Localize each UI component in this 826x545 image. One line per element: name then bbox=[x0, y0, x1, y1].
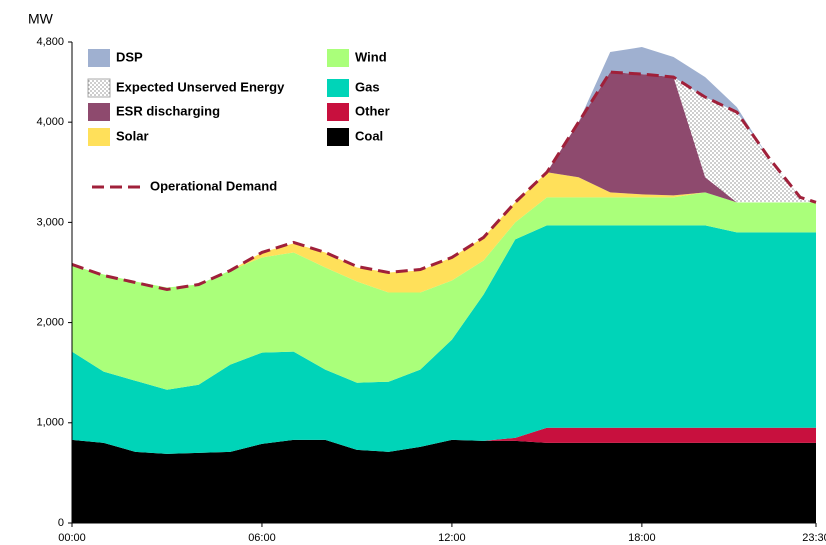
legend-swatch bbox=[88, 128, 110, 146]
y-tick-label: 0 bbox=[58, 517, 64, 529]
x-tick-label: 00:00 bbox=[58, 532, 86, 544]
area bbox=[72, 72, 816, 288]
legend-label: DSP bbox=[116, 49, 143, 64]
x-tick-label: 12:00 bbox=[438, 532, 466, 544]
legend-label: Coal bbox=[355, 128, 383, 143]
legend-swatch bbox=[88, 49, 110, 67]
legend-label: Solar bbox=[116, 128, 149, 143]
area bbox=[72, 427, 816, 454]
legend-label: Expected Unserved Energy bbox=[116, 79, 285, 94]
legend-label: Wind bbox=[355, 49, 387, 64]
y-tick-label: 1,000 bbox=[36, 417, 64, 429]
y-tick-label: 3,000 bbox=[36, 216, 64, 228]
legend-label: Other bbox=[355, 103, 390, 118]
legend-swatch bbox=[87, 78, 111, 98]
demand-line bbox=[71, 70, 817, 292]
area bbox=[72, 439, 816, 523]
legend-swatch bbox=[88, 103, 110, 121]
legend-swatch bbox=[327, 49, 349, 67]
x-tick-label: 23:30 bbox=[802, 532, 826, 544]
legend-swatch bbox=[327, 79, 349, 97]
legend-swatch bbox=[327, 103, 349, 121]
area bbox=[72, 192, 816, 390]
legend-swatch bbox=[327, 128, 349, 146]
y-tick-label: 4,000 bbox=[36, 116, 64, 128]
y-tick-label: 2,000 bbox=[36, 316, 64, 328]
x-tick-label: 18:00 bbox=[628, 532, 656, 544]
area bbox=[72, 172, 816, 293]
y-tick-label: 4,800 bbox=[36, 36, 64, 48]
legend-label: Gas bbox=[355, 79, 380, 94]
area bbox=[72, 225, 816, 454]
legend-label: Operational Demand bbox=[150, 178, 277, 193]
x-tick-label: 06:00 bbox=[248, 532, 276, 544]
legend-label: ESR discharging bbox=[116, 103, 220, 118]
y-axis-label: MW bbox=[28, 11, 54, 27]
